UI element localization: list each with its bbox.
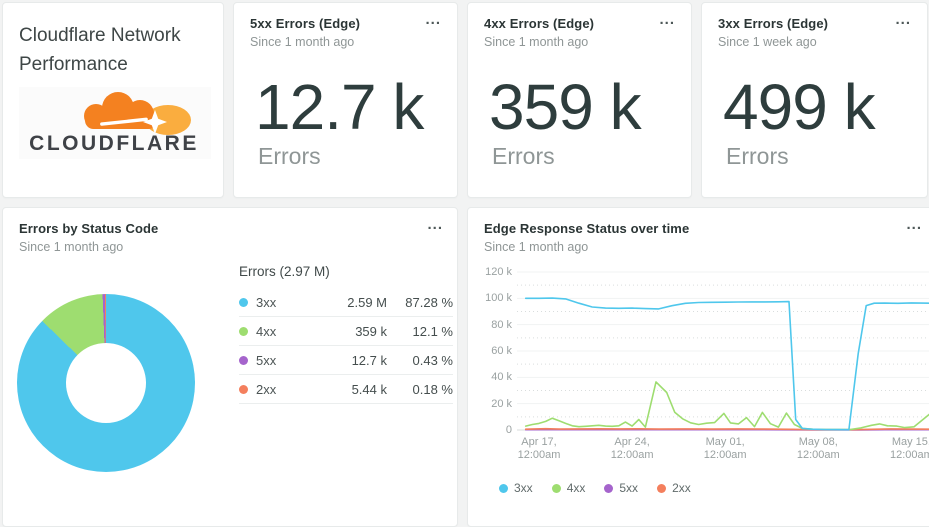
legend-label: 3xx <box>256 295 315 310</box>
legend-row-5xx[interactable]: 5xx 12.7 k 0.43 % <box>239 346 453 375</box>
metric-value: 499 k <box>723 75 875 139</box>
card-subtitle: Since 1 month ago <box>250 35 443 49</box>
legend-item-label: 5xx <box>619 481 638 495</box>
series-dot-5xx <box>604 484 613 493</box>
legend-value: 2.59 M <box>315 295 387 310</box>
card-menu-button[interactable]: ... <box>895 13 911 27</box>
card-title: 4xx Errors (Edge) <box>484 16 677 31</box>
series-dot-2xx <box>239 385 248 394</box>
legend-percent: 87.28 % <box>387 295 453 310</box>
series-dot-4xx <box>552 484 561 493</box>
legend-percent: 0.43 % <box>387 353 453 368</box>
card-subtitle: Since 1 month ago <box>484 35 677 49</box>
card-menu-button[interactable]: ... <box>906 218 922 232</box>
donut-chart[interactable] <box>17 294 195 472</box>
legend-row-3xx[interactable]: 3xx 2.59 M 87.28 % <box>239 288 453 317</box>
x-tick-label: Apr 17,12:00am <box>504 436 574 462</box>
series-line-2xx[interactable] <box>526 429 929 430</box>
card-menu-button[interactable]: ... <box>425 13 441 27</box>
chart-legend: 3xx 4xx 5xx 2xx <box>499 481 691 495</box>
card-title: 3xx Errors (Edge) <box>718 16 913 31</box>
series-line-3xx[interactable] <box>526 298 929 430</box>
metric-card-5xx: 5xx Errors (Edge) Since 1 month ago ... … <box>233 2 458 198</box>
card-subtitle: Since 1 month ago <box>19 240 443 254</box>
cloudflare-logo: CLOUDFLARE <box>19 87 211 159</box>
legend-label: 4xx <box>256 324 315 339</box>
x-axis-labels: Apr 17,12:00am Apr 24,12:00am May 01,12:00… <box>468 436 929 466</box>
legend-item-2xx[interactable]: 2xx <box>657 481 691 495</box>
legend-item-label: 4xx <box>567 481 586 495</box>
card-menu-button[interactable]: ... <box>427 218 443 232</box>
series-dot-3xx <box>239 298 248 307</box>
legend-item-label: 3xx <box>514 481 533 495</box>
series-dot-4xx <box>239 327 248 336</box>
card-subtitle: Since 1 week ago <box>718 35 913 49</box>
metric-unit: Errors <box>492 143 555 170</box>
metric-value: 12.7 k <box>255 75 423 139</box>
x-tick-label: May 15,12:00am <box>876 436 929 462</box>
line-chart[interactable] <box>468 258 929 440</box>
legend-item-4xx[interactable]: 4xx <box>552 481 586 495</box>
legend-percent: 12.1 % <box>387 324 453 339</box>
card-menu-button[interactable]: ... <box>659 13 675 27</box>
donut-card: Errors by Status Code Since 1 month ago … <box>2 207 458 527</box>
cloud-icon <box>84 92 191 135</box>
legend-row-4xx[interactable]: 4xx 359 k 12.1 % <box>239 317 453 346</box>
legend-item-5xx[interactable]: 5xx <box>604 481 638 495</box>
legend-item-label: 2xx <box>672 481 691 495</box>
card-title: Edge Response Status over time <box>484 221 924 236</box>
cloudflare-logo-image: CLOUDFLARE <box>22 90 208 156</box>
legend-percent: 0.18 % <box>387 382 453 397</box>
legend-item-3xx[interactable]: 3xx <box>499 481 533 495</box>
logo-wordmark: CLOUDFLARE <box>29 132 199 155</box>
card-title: Errors by Status Code <box>19 221 443 236</box>
dashboard-title-card: Cloudflare Network Performance CLOUDFLAR… <box>2 2 224 198</box>
legend-value: 5.44 k <box>315 382 387 397</box>
metric-card-3xx: 3xx Errors (Edge) Since 1 week ago ... 4… <box>701 2 928 198</box>
series-dot-5xx <box>239 356 248 365</box>
legend-row-2xx[interactable]: 2xx 5.44 k 0.18 % <box>239 375 453 404</box>
series-line-4xx[interactable] <box>526 382 929 430</box>
card-title: 5xx Errors (Edge) <box>250 16 443 31</box>
legend-value: 359 k <box>315 324 387 339</box>
legend-label: 5xx <box>256 353 315 368</box>
metric-card-4xx: 4xx Errors (Edge) Since 1 month ago ... … <box>467 2 692 198</box>
timeseries-card: Edge Response Status over time Since 1 m… <box>467 207 929 527</box>
donut-legend-table: Errors (2.97 M) 3xx 2.59 M 87.28 % 4xx 3… <box>239 264 453 404</box>
card-subtitle: Since 1 month ago <box>484 240 924 254</box>
legend-value: 12.7 k <box>315 353 387 368</box>
x-tick-label: May 08,12:00am <box>783 436 853 462</box>
metric-unit: Errors <box>258 143 321 170</box>
legend-label: 2xx <box>256 382 315 397</box>
legend-title: Errors (2.97 M) <box>239 264 453 279</box>
x-tick-label: Apr 24,12:00am <box>597 436 667 462</box>
series-dot-3xx <box>499 484 508 493</box>
dashboard-title: Cloudflare Network Performance <box>19 21 215 79</box>
series-dot-2xx <box>657 484 666 493</box>
metric-value: 359 k <box>489 75 641 139</box>
x-tick-label: May 01,12:00am <box>690 436 760 462</box>
metric-unit: Errors <box>726 143 789 170</box>
